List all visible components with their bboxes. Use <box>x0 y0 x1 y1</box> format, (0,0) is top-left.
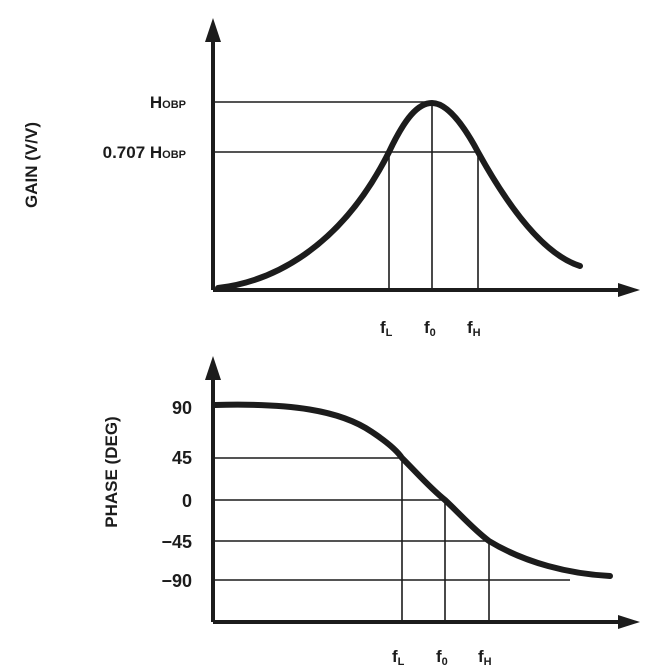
gain-x-axis-arrow <box>618 283 640 297</box>
gain-ytick-hobp: HOBP <box>150 93 186 112</box>
phase-curve <box>212 401 613 579</box>
phase-xtick-fh: fH <box>478 647 492 668</box>
phase-ytick-45: 45 <box>172 448 192 468</box>
gain-xtick-fh: fH <box>467 318 481 339</box>
phase-plot: PHASE (DEG) 90 45 0 −45 −90 fL f0 fH <box>102 356 640 668</box>
gain-ytick-0707hobp: 0.707 HOBP <box>103 143 186 162</box>
phase-ytick-m45: −45 <box>161 532 192 552</box>
phase-xtick-f0: f0 <box>436 647 448 668</box>
gain-plot: GAIN (V/V) HOBP 0.707 HOBP fL f0 fH <box>22 18 640 339</box>
gain-y-axis-arrow <box>205 18 221 42</box>
phase-y-axis-arrow <box>205 356 221 380</box>
phase-xtick-fl: fL <box>392 647 405 668</box>
phase-x-axis-arrow <box>618 615 640 629</box>
gain-xtick-fl: fL <box>380 318 393 339</box>
phase-ytick-90: 90 <box>172 398 192 418</box>
gain-xtick-f0: f0 <box>424 318 436 339</box>
gain-curve <box>215 99 583 291</box>
phase-ytick-m90: −90 <box>161 571 192 591</box>
gain-y-axis-title: GAIN (V/V) <box>22 122 41 208</box>
phase-y-axis-title: PHASE (DEG) <box>102 416 121 527</box>
phase-ytick-0: 0 <box>182 491 192 511</box>
